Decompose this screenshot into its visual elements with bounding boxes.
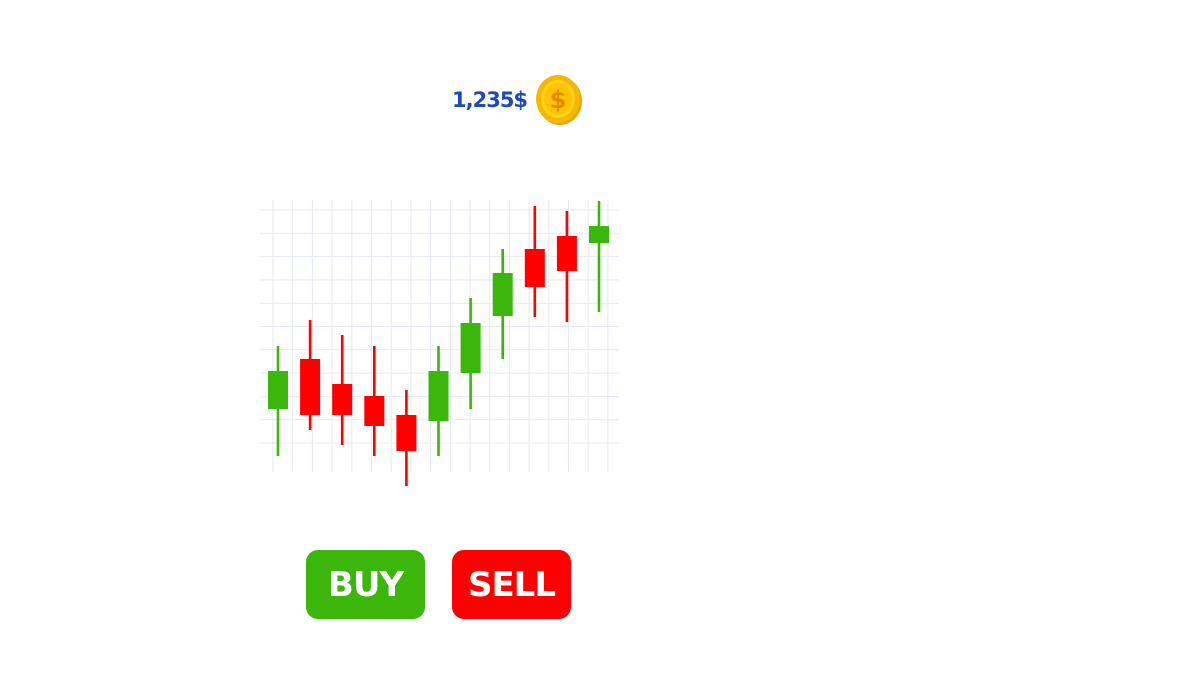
- candle-body: [396, 415, 417, 451]
- candle-1: [268, 346, 288, 456]
- balance-amount: 1,235$: [452, 88, 528, 112]
- candle-3: [332, 335, 353, 445]
- candle-body: [460, 323, 481, 373]
- buy-button[interactable]: BUY: [306, 550, 425, 619]
- balance-display: 1,235$ $: [452, 74, 583, 126]
- candle-body: [428, 371, 449, 421]
- candle-6: [428, 346, 449, 456]
- dollar-coin-icon: $: [536, 75, 583, 125]
- chart-candles: [268, 201, 609, 486]
- candle-wick: [373, 346, 376, 456]
- candle-body: [364, 396, 385, 426]
- candle-5: [396, 390, 417, 486]
- candle-11: [589, 201, 609, 312]
- candle-7: [460, 298, 481, 409]
- candle-body: [556, 236, 577, 271]
- sell-button[interactable]: SELL: [452, 550, 571, 619]
- candle-wick: [437, 346, 440, 456]
- candle-body: [492, 273, 513, 316]
- candle-wick: [308, 320, 312, 430]
- candle-10: [556, 211, 577, 322]
- candle-body: [589, 226, 609, 243]
- coin-symbol: $: [550, 86, 567, 114]
- candle-body: [268, 371, 288, 409]
- candle-wick: [533, 206, 537, 317]
- candle-wick: [276, 346, 280, 456]
- candle-wick: [597, 201, 601, 312]
- chart-grid: [260, 200, 619, 472]
- candle-body: [332, 384, 353, 415]
- candle-wick: [405, 390, 408, 486]
- candle-body: [524, 249, 545, 287]
- candle-wick: [565, 211, 569, 322]
- candle-4: [364, 346, 385, 456]
- candle-wick: [501, 249, 504, 359]
- candle-9: [524, 206, 545, 317]
- candle-wick: [340, 335, 344, 445]
- candle-wick: [469, 298, 472, 409]
- candle-body: [300, 359, 321, 415]
- candle-2: [300, 320, 321, 430]
- candle-8: [492, 249, 513, 359]
